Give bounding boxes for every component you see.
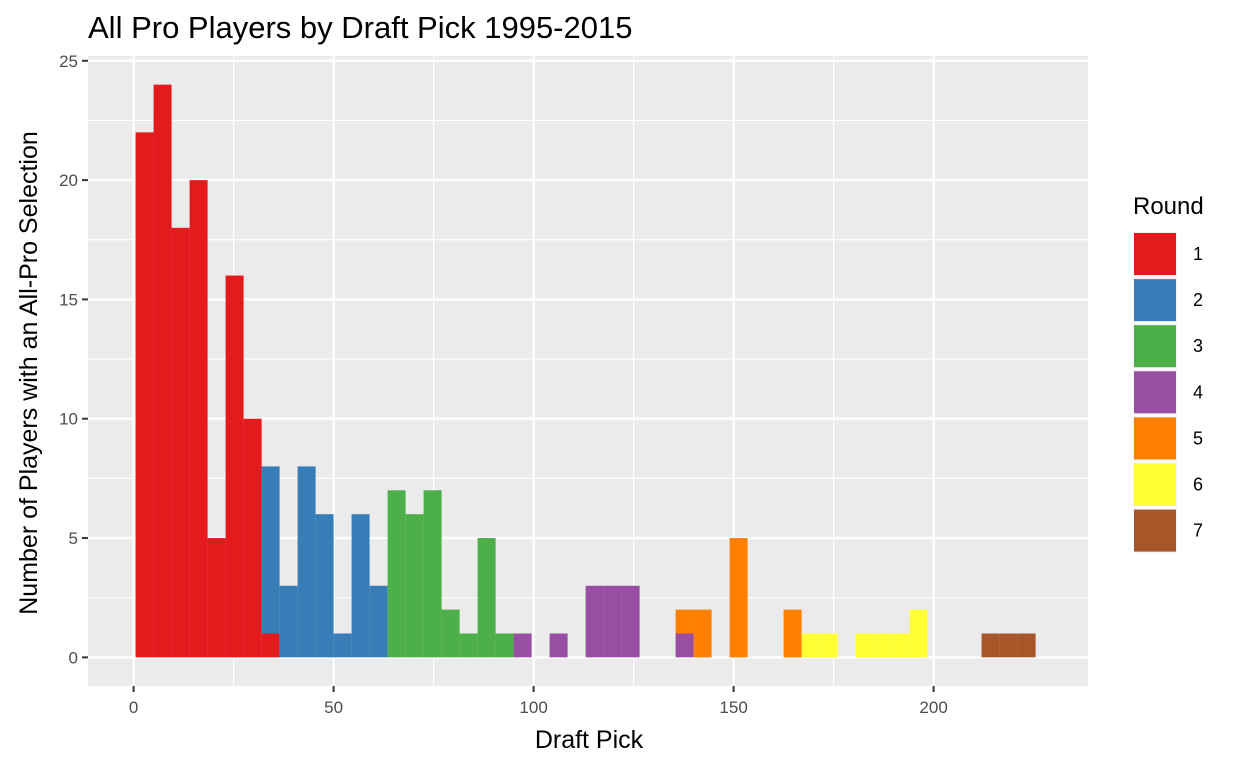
- x-tick-label: 200: [919, 698, 947, 717]
- bar-round-5: [783, 609, 802, 658]
- legend-title: Round: [1133, 193, 1204, 220]
- y-axis: 0 5 10 15 20 25: [59, 52, 88, 667]
- legend-label-3: 3: [1193, 336, 1203, 356]
- y-axis-title: Number of Players with an All-Pro Select…: [15, 131, 43, 615]
- bar-round-5: [693, 609, 712, 658]
- bar-round-2: [369, 585, 388, 658]
- legend: Round 1 2 3 4 5 6 7: [1133, 193, 1204, 553]
- bar-round-5: [729, 538, 748, 658]
- bar-round-6: [819, 633, 838, 658]
- legend-swatch-5: [1134, 417, 1176, 460]
- bar-round-1: [207, 538, 226, 658]
- bar-round-6: [873, 633, 892, 658]
- bar-round-2: [315, 514, 334, 658]
- bar-round-5: [675, 609, 694, 634]
- bar-round-3: [495, 633, 514, 658]
- bar-round-3: [477, 538, 496, 658]
- legend-swatch-6: [1134, 463, 1176, 506]
- bar-round-1: [153, 84, 172, 658]
- legend-swatch-7: [1134, 509, 1176, 552]
- x-tick-label: 100: [519, 698, 547, 717]
- x-tick-label: 150: [719, 698, 747, 717]
- bar-round-2: [297, 466, 316, 658]
- legend-label-7: 7: [1193, 521, 1203, 541]
- legend-swatch-4: [1134, 371, 1176, 414]
- y-tick-label: 10: [59, 410, 78, 429]
- bar-round-2: [351, 514, 370, 658]
- bar-round-4: [621, 585, 640, 658]
- bar-round-6: [855, 633, 874, 658]
- chart-title: All Pro Players by Draft Pick 1995-2015: [88, 10, 632, 45]
- bar-round-6: [801, 633, 820, 658]
- bar-round-3: [387, 490, 406, 658]
- bar-round-1: [225, 275, 244, 658]
- bar-round-7: [981, 633, 1000, 658]
- y-tick-label: 20: [59, 171, 78, 190]
- bar-round-1: [243, 418, 262, 658]
- legend-label-4: 4: [1193, 382, 1203, 402]
- bar-round-2: [261, 466, 280, 634]
- bar-round-4: [675, 633, 694, 658]
- bar-round-3: [459, 633, 478, 658]
- histogram-bars: [135, 84, 1036, 658]
- x-tick-label: 0: [129, 698, 138, 717]
- bar-round-3: [405, 514, 424, 658]
- legend-label-1: 1: [1193, 244, 1203, 264]
- legend-swatch-3: [1134, 325, 1176, 368]
- x-tick-label: 50: [324, 698, 343, 717]
- bar-round-4: [603, 585, 622, 658]
- bar-round-1: [189, 180, 208, 658]
- y-tick-label: 15: [59, 290, 78, 309]
- bar-round-4: [513, 633, 532, 658]
- legend-swatch-2: [1134, 279, 1176, 322]
- x-axis: 0 50 100 150 200: [129, 686, 948, 717]
- y-tick-label: 5: [69, 529, 78, 548]
- bar-round-6: [891, 633, 910, 658]
- bar-round-4: [585, 585, 604, 658]
- bar-round-3: [423, 490, 442, 658]
- bar-round-6: [909, 609, 928, 658]
- legend-label-2: 2: [1193, 290, 1203, 310]
- legend-label-6: 6: [1193, 475, 1203, 495]
- bar-round-2: [279, 585, 298, 658]
- bar-round-1: [171, 227, 190, 658]
- y-tick-label: 0: [69, 648, 78, 667]
- bar-round-7: [1017, 633, 1036, 658]
- bar-round-1: [261, 633, 280, 658]
- x-axis-title: Draft Pick: [535, 726, 644, 754]
- legend-swatch-1: [1134, 233, 1176, 275]
- legend-label-5: 5: [1193, 428, 1203, 448]
- bar-round-4: [549, 633, 568, 658]
- bar-round-3: [441, 609, 460, 658]
- bar-round-2: [333, 633, 352, 658]
- y-tick-label: 25: [59, 52, 78, 71]
- bar-round-1: [135, 132, 154, 658]
- bar-round-7: [999, 633, 1018, 658]
